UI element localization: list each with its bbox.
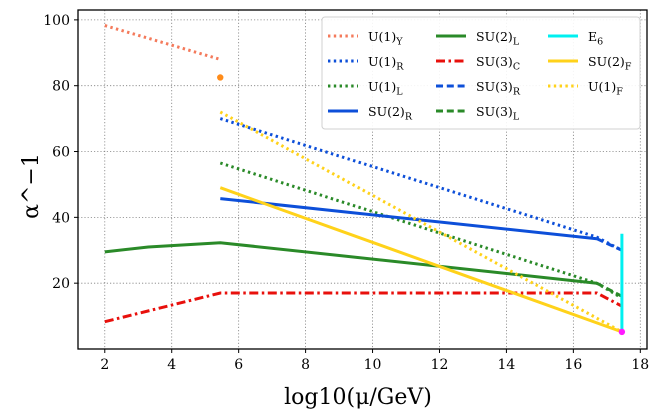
y-tick-label: 80 [52,79,70,95]
x-tick-label: 6 [234,357,243,373]
legend-label-text: SU(2) [476,29,513,44]
legend-label-text: SU(2) [368,104,405,119]
x-tick-label: 18 [631,357,649,373]
legend-label-text: U(1) [368,29,396,44]
orange-marker [217,74,224,81]
legend-label-text: SU(3) [476,54,513,69]
legend-label: U(1)L [368,79,403,98]
legend-label-subscript: R [396,62,404,73]
legend-label: U(1)R [368,54,404,73]
legend-label-text: E [588,29,597,44]
legend-label-text: U(1) [368,54,396,69]
legend-label: SU(3)L [476,104,520,123]
x-tick-label: 14 [498,357,516,373]
axis-ticks: 2 4 6 8 10 12 14 16 18 20 40 60 80 100 [43,13,649,373]
x-tick-label: 10 [364,357,382,373]
legend-label-subscript: F [625,62,632,73]
legend-label-subscript: L [396,87,403,98]
magenta-marker [618,328,626,336]
series-su-2-f-line [219,186,623,334]
series-su-3-r-line [596,237,623,252]
legend-label-text: SU(3) [476,104,513,119]
legend-label: SU(2)F [588,54,632,73]
series-su-2-l-line [104,241,597,285]
x-tick-label: 2 [100,357,109,373]
legend-label-text: SU(3) [476,79,513,94]
x-tick-label: 12 [431,357,449,373]
legend-label-subscript: Y [395,37,403,48]
x-tick-label: 16 [564,357,582,373]
legend: U(1)YU(1)RU(1)LSU(2)RSU(2)LSU(3)CSU(3)RS… [321,16,641,130]
legend-label: SU(3)C [476,54,520,73]
y-axis-title: α^−1 [19,153,44,219]
series-su-3-l-line [596,281,623,298]
series-u-1-y-line [104,24,221,61]
legend-label-subscript: F [616,87,623,98]
legend-label: SU(2)L [476,29,520,48]
y-tick-label: 60 [52,145,70,161]
series-su-2-r-line [220,197,597,241]
legend-label-subscript: C [513,62,520,73]
legend-label-subscript: L [513,37,520,48]
series-su-3-c-line [104,291,623,324]
legend-label: E6 [588,29,603,48]
y-tick-label: 100 [43,13,70,29]
legend-label: SU(2)R [368,104,413,123]
y-tick-label: 20 [52,276,70,292]
legend-label-subscript: R [405,112,413,123]
legend-label-subscript: 6 [597,37,603,48]
x-axis-title: log10(μ/GeV) [284,385,432,410]
series-lines [104,24,624,334]
legend-label: SU(3)R [476,79,521,98]
plot-frame [77,9,648,350]
series-u-1-f-line [219,110,623,334]
legend-label: U(1)Y [368,29,403,48]
legend-label-text: U(1) [368,79,396,94]
x-tick-label: 4 [167,357,176,373]
series-u-1-r-line [219,117,623,252]
legend-label-subscript: R [513,87,521,98]
legend-label-text: SU(2) [588,54,625,69]
x-tick-label: 8 [301,357,310,373]
legend-label-text: U(1) [588,79,616,94]
y-tick-label: 40 [52,210,70,226]
legend-label-subscript: L [513,112,520,123]
legend-box [321,16,641,130]
legend-label: U(1)F [588,79,623,98]
series-markers [217,74,626,336]
